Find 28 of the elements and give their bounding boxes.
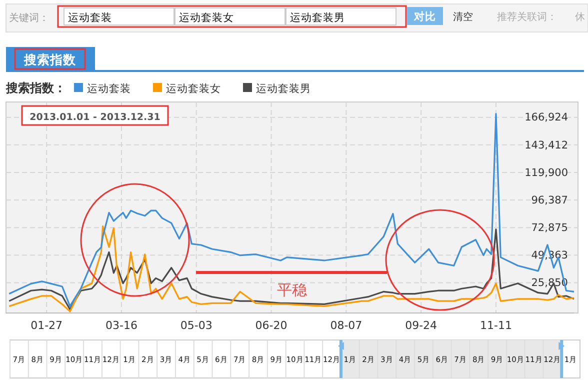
text: 运动套装女 [179, 12, 234, 24]
chart-title: 搜索指数 [23, 52, 77, 67]
x-tick-label: 08-07 [330, 318, 362, 332]
legend-label: 运动套装 [87, 82, 131, 95]
y-tick-label: 143,412 [524, 139, 568, 152]
text: 对比 [413, 10, 436, 23]
line-series [8, 113, 575, 307]
x-tick-label: 05-03 [180, 318, 212, 332]
x-tick-label: 01-27 [30, 318, 63, 332]
y-tick-label: 96,387 [531, 194, 568, 206]
text: 推荐关联词： [497, 11, 557, 23]
y-tick-label: 72,875 [531, 222, 568, 234]
text: 运动套装男 [290, 12, 345, 24]
text: 休 [575, 12, 585, 23]
x-tick-label: 09-24 [405, 318, 438, 332]
y-tick-label: 166,924 [524, 112, 568, 124]
legend-title: 搜索指数： [5, 81, 66, 95]
text: 运动套装 [68, 12, 112, 24]
legend-label: 运动套装男 [256, 82, 311, 95]
y-tick-label: 119,900 [524, 166, 568, 179]
x-tick-label: 03-16 [105, 318, 138, 332]
x-tick-label: 11-11 [480, 318, 512, 332]
annotation: 2013.01.01 - 2013.12.31 [30, 112, 160, 123]
legend-label: 运动套装女 [166, 82, 221, 95]
annotation: 平稳 [277, 281, 307, 299]
x-tick-label: 06-20 [255, 318, 288, 332]
text: 关键词： [9, 12, 49, 24]
text: 清空 [453, 11, 473, 23]
